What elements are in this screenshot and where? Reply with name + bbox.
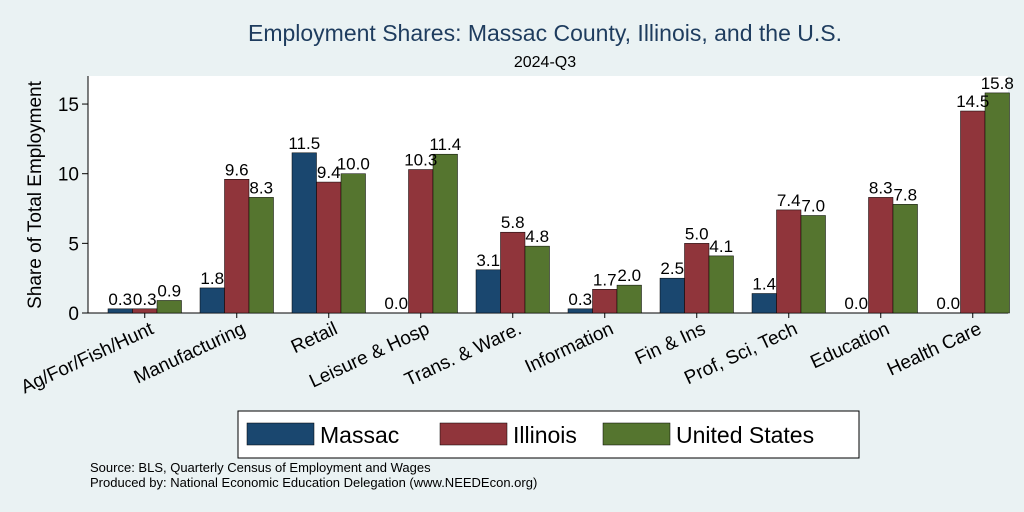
bar: [524, 245, 550, 314]
bar: [567, 308, 593, 314]
data-label: 9.6: [225, 160, 249, 179]
y-axis-label: Share of Total Employment: [25, 80, 46, 308]
bar: [708, 255, 734, 314]
source-note: Source: BLS, Quarterly Census of Employm…: [90, 460, 431, 475]
bar: [800, 215, 826, 314]
bar: [408, 169, 434, 314]
bar: [500, 231, 526, 314]
data-label: 0.3: [108, 290, 132, 309]
bar: [751, 293, 777, 314]
y-tick-label: 10: [58, 165, 79, 186]
legend-swatch: [602, 422, 671, 446]
data-label: 7.4: [777, 191, 801, 210]
data-label: 7.0: [801, 196, 825, 215]
bar: [684, 243, 710, 314]
bar: [659, 277, 685, 314]
y-tick-label: 0: [68, 304, 79, 325]
source-notes: Source: BLS, Quarterly Census of Employm…: [90, 460, 537, 490]
legend-swatch: [246, 422, 315, 446]
bar: [592, 289, 618, 314]
data-label: 0.0: [844, 294, 868, 313]
data-label: 0.3: [133, 290, 157, 309]
bar: [984, 92, 1010, 314]
legend-label: United States: [676, 422, 814, 448]
bar: [432, 153, 458, 314]
bar: [107, 308, 133, 314]
data-label: 1.8: [200, 269, 224, 288]
data-label: 2.0: [617, 266, 641, 285]
data-label: 4.8: [525, 227, 549, 246]
data-label: 9.4: [317, 163, 341, 182]
y-tick-label: 5: [68, 234, 79, 255]
bar: [616, 284, 642, 314]
data-label: 2.5: [660, 259, 684, 278]
data-label: 1.4: [752, 274, 776, 293]
bar: [316, 181, 342, 314]
data-label: 7.8: [893, 185, 917, 204]
chart-subtitle: 2024-Q3: [514, 54, 576, 71]
legend-label: Illinois: [513, 422, 577, 448]
data-label: 14.5: [956, 92, 989, 111]
data-label: 8.3: [869, 178, 893, 197]
bar: [892, 204, 918, 314]
data-label: 0.9: [157, 281, 181, 300]
data-label: 4.1: [709, 237, 733, 256]
legend-swatch: [439, 422, 508, 446]
data-label: 1.7: [593, 270, 617, 289]
data-label: 0.3: [568, 290, 592, 309]
bar: [132, 308, 158, 314]
data-label: 0.0: [936, 294, 960, 313]
data-label: 8.3: [249, 178, 273, 197]
data-labels: 0.3 0.3 0.91.89.68.311.59.410.00.010.311.4…: [108, 74, 1013, 313]
bar: [776, 209, 802, 314]
legend-label: Massac: [320, 422, 399, 448]
data-label: 5.8: [501, 213, 525, 232]
bar: [960, 110, 986, 314]
legend-box: [237, 410, 860, 459]
y-axis: 0 5 10 15: [58, 76, 1008, 325]
data-label: 15.8: [981, 74, 1014, 93]
chart-title: Employment Shares: Massac County, Illino…: [248, 20, 842, 46]
bar: [156, 300, 182, 314]
data-label: 11.4: [429, 135, 461, 154]
data-label: 5.0: [685, 224, 709, 243]
bar: [199, 287, 225, 314]
source-note: Produced by: National Economic Education…: [90, 475, 537, 490]
bar: [224, 179, 250, 314]
data-label: 11.5: [288, 134, 320, 153]
legend: Massac Illinois United States: [237, 410, 860, 459]
bar: [291, 152, 317, 314]
data-label: 10.0: [337, 155, 370, 174]
bar: [340, 173, 366, 314]
bar: [248, 197, 274, 314]
y-tick-label: 15: [58, 95, 79, 116]
data-label: 0.0: [384, 294, 408, 313]
data-label: 3.1: [476, 251, 500, 270]
data-label: 10.3: [404, 151, 437, 170]
bars: [107, 92, 1010, 314]
bar: [868, 197, 894, 314]
bar: [475, 269, 501, 314]
